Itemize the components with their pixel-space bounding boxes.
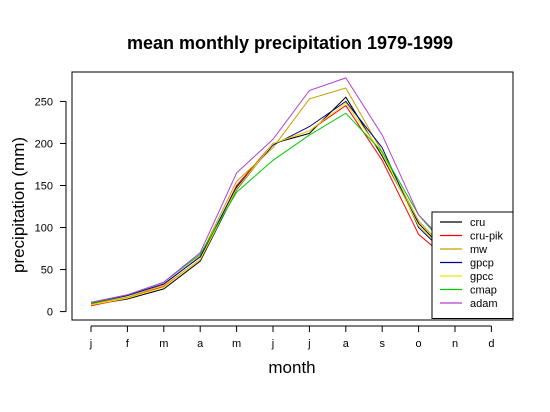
legend-label: gpcc xyxy=(470,271,494,283)
series-layer xyxy=(90,77,492,307)
legend-label: cru-pik xyxy=(470,231,504,243)
legend-box xyxy=(431,211,514,319)
y-tick-label: 100 xyxy=(35,223,53,235)
legend-label: mw xyxy=(470,244,487,256)
series-line-gpcp xyxy=(90,100,492,304)
legend-label: cru xyxy=(470,217,485,229)
series-line-gpcc xyxy=(90,102,492,306)
legend-label: adam xyxy=(470,298,498,310)
x-axis-label: month xyxy=(268,358,315,377)
x-tick-label: a xyxy=(197,338,204,350)
y-tick-label: 200 xyxy=(35,138,53,150)
legend-label: cmap xyxy=(470,285,497,297)
plot-frame xyxy=(71,71,514,321)
series-line-cmap xyxy=(90,112,492,304)
y-tick-label: 0 xyxy=(47,307,53,319)
series-line-mw xyxy=(90,87,492,305)
y-axis-label: precipitation (mm) xyxy=(9,137,28,273)
x-tick-label: j xyxy=(307,338,310,350)
series-line-adam xyxy=(90,77,492,303)
y-tick-label: 250 xyxy=(35,96,53,108)
legend-label: gpcp xyxy=(470,258,494,270)
y-axis: 0 50 100 150 200 250 xyxy=(35,96,67,319)
x-tick-label: o xyxy=(416,338,422,350)
y-tick-label: 150 xyxy=(35,180,53,192)
chart-title: mean monthly precipitation 1979-1999 xyxy=(127,33,453,53)
x-tick-label: m xyxy=(232,338,241,350)
x-tick-label: f xyxy=(126,338,130,350)
x-tick-label: n xyxy=(452,338,458,350)
x-tick-label: a xyxy=(343,338,350,350)
x-tick-label: j xyxy=(271,338,274,350)
x-tick-label: d xyxy=(488,338,494,350)
x-tick-label: j xyxy=(89,338,92,350)
series-line-cru xyxy=(90,96,492,306)
y-tick-label: 50 xyxy=(41,265,53,277)
x-tick-label: s xyxy=(379,338,385,350)
x-tick-label: m xyxy=(159,338,168,350)
